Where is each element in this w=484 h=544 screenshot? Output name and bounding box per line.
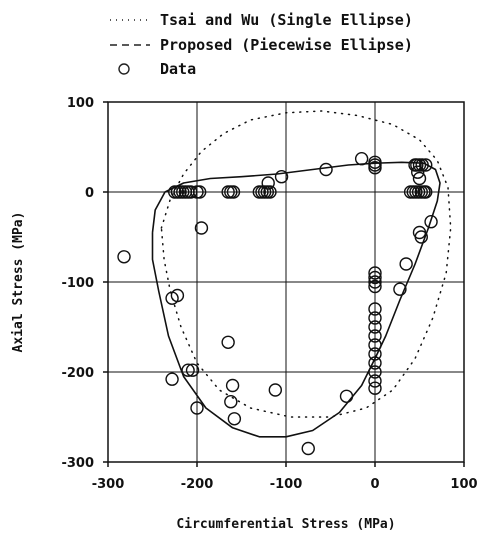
tsai-wu-ellipse-line	[160, 110, 452, 418]
data-point	[368, 320, 382, 334]
x-tick-label: -100	[270, 477, 303, 492]
data-point	[117, 250, 131, 264]
data-point	[339, 389, 354, 403]
data-point	[368, 311, 382, 325]
data-point	[354, 151, 369, 166]
x-tick-label: -200	[181, 477, 214, 492]
data-point	[414, 230, 428, 244]
data-point	[411, 165, 425, 179]
data-point	[221, 335, 235, 349]
y-tick-label: 100	[67, 96, 94, 111]
data-point	[399, 257, 413, 271]
data-point	[368, 279, 382, 294]
data-point	[424, 214, 438, 229]
legend-label-proposed: Proposed (Piecewise Ellipse)	[160, 36, 413, 54]
legend-label-data: Data	[160, 60, 196, 78]
data-point	[368, 302, 382, 316]
data-point	[419, 185, 433, 199]
data-point	[227, 412, 242, 426]
data-point	[319, 162, 333, 177]
data-point	[274, 169, 289, 184]
curves	[151, 110, 452, 438]
data-point	[419, 158, 433, 172]
data-point	[190, 401, 204, 415]
legend: Tsai and Wu (Single Ellipse) Proposed (P…	[110, 11, 413, 78]
x-tick-label: -300	[92, 477, 125, 492]
data-point	[263, 185, 277, 199]
data-point	[368, 270, 382, 285]
y-tick-label: -200	[61, 366, 94, 381]
data-point	[194, 221, 209, 235]
data-point	[393, 282, 407, 296]
data-point	[301, 441, 315, 456]
data-point	[368, 266, 382, 280]
data-point	[368, 275, 382, 289]
data-point	[268, 383, 283, 397]
y-tick-label: -300	[61, 456, 94, 471]
data-point	[368, 338, 382, 352]
data-point	[170, 288, 185, 303]
y-tick-label: -100	[61, 276, 94, 291]
x-axis-label: Circumferential Stress (MPa)	[176, 517, 395, 532]
proposed-piecewise-ellipse-line	[151, 161, 441, 438]
data-markers	[117, 151, 438, 456]
data-point	[368, 356, 382, 370]
legend-label-tsai-wu: Tsai and Wu (Single Ellipse)	[160, 11, 413, 29]
y-axis-label: Axial Stress (MPa)	[11, 212, 26, 353]
data-point	[165, 372, 179, 386]
data-point	[368, 160, 382, 175]
data-point	[368, 329, 382, 343]
data-point	[368, 374, 382, 388]
data-point	[185, 363, 200, 377]
data-point	[415, 158, 429, 172]
x-tick-label: 0	[370, 477, 379, 492]
data-point	[192, 185, 207, 199]
data-point	[224, 395, 238, 409]
data-point	[368, 365, 382, 379]
x-tick-label: 100	[450, 477, 477, 492]
data-point	[412, 171, 427, 186]
data-point	[184, 185, 198, 199]
data-point	[181, 363, 195, 377]
data-point	[226, 185, 241, 199]
y-tick-label: 0	[85, 186, 94, 201]
tick-labels: -300 -200 -100 0 100 100 0 -100 -200 -300	[61, 96, 477, 492]
data-point	[368, 381, 382, 395]
data-point	[225, 378, 240, 393]
data-point	[368, 347, 382, 361]
data-point	[261, 176, 275, 190]
legend-circle-swatch	[118, 63, 130, 75]
